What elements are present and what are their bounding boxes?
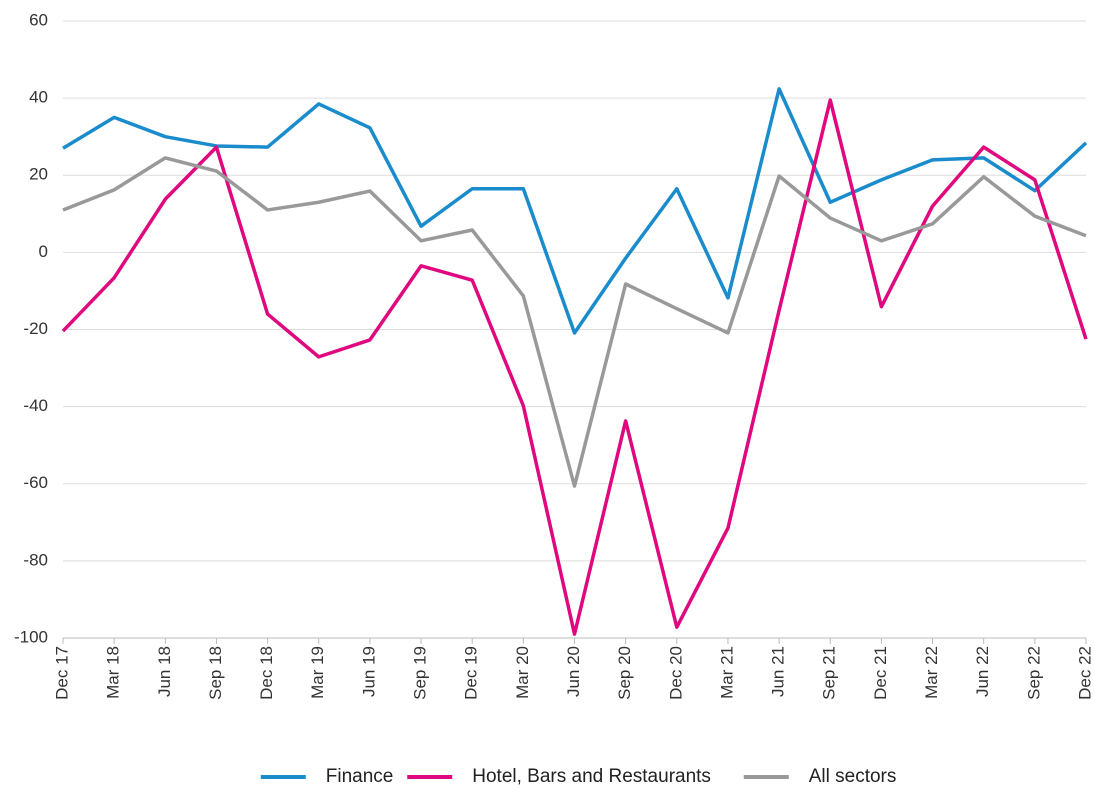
y-tick-label: -100 [14,627,48,646]
y-tick-label: 40 [29,88,48,107]
x-tick-label: Sep 21 [820,646,839,700]
line-series [61,98,1088,636]
y-tick-label: -40 [23,396,48,415]
x-tick-label: Mar 21 [717,646,736,699]
x-tick-label: Jun 19 [359,646,378,697]
x-tick-label: Dec 22 [1075,646,1094,700]
y-tick-label: -60 [23,473,48,492]
x-tick-label: Dec 17 [52,646,71,700]
x-tick-label: Jun 21 [769,646,788,697]
x-tick-label: Mar 20 [513,646,532,699]
x-tick-label: Sep 18 [206,646,225,700]
x-tick-label: Dec 18 [257,646,276,700]
y-tick-label: 20 [29,165,48,184]
legend-label: Hotel, Bars and Restaurants [472,766,711,787]
y-tick-label: -20 [23,319,48,338]
x-tick-label: Dec 19 [462,646,481,700]
x-tick-label: Sep 19 [411,646,430,700]
x-tick-label: Jun 18 [155,646,174,697]
legend-label: Finance [326,766,394,787]
x-tick-label: Mar 22 [922,646,941,699]
x-tick-label: Dec 20 [666,646,685,700]
y-tick-label: -80 [23,550,48,569]
x-tick-label: Sep 22 [1024,646,1043,700]
line-series [62,156,1087,488]
line-series [62,87,1088,335]
x-tick-label: Mar 18 [104,646,123,699]
x-tick-label: Sep 20 [615,646,634,700]
x-tick-label: Jun 22 [973,646,992,697]
x-tick-label: Jun 20 [564,646,583,697]
x-tick-label: Dec 21 [871,646,890,700]
x-tick-label: Mar 19 [308,646,327,699]
y-tick-label: 0 [39,242,48,261]
legend-label: All sectors [809,766,897,787]
y-tick-label: 60 [29,10,48,29]
